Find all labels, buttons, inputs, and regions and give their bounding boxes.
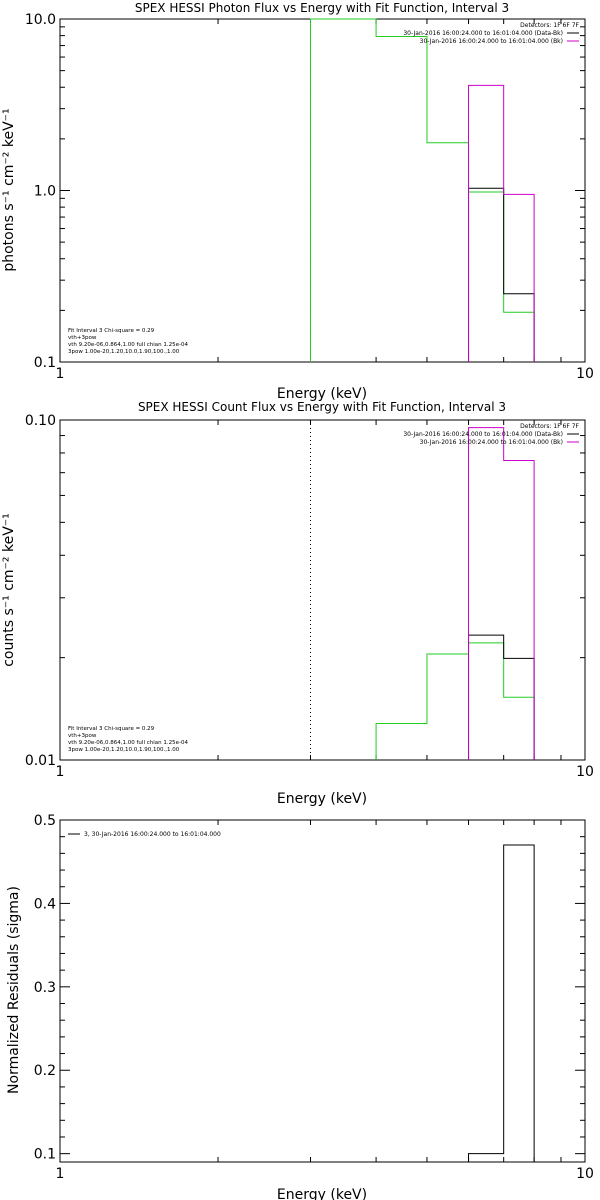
count-flux-fit-legend-label: vth+3pow xyxy=(68,733,97,739)
count-flux-axes-frame xyxy=(59,419,586,761)
photon-flux-xtick-label: 10 xyxy=(576,366,594,382)
residuals-legend-label: 3, 30-Jan-2016 16:00:24.000 to 16:01:04.… xyxy=(84,831,221,838)
residuals-ytick-label: 0.3 xyxy=(34,980,56,996)
photon-flux-xtick-label: 1 xyxy=(56,366,65,382)
count-flux-panel: SPEX HESSI Count Flux vs Energy with Fit… xyxy=(1,400,506,807)
photon-flux-fit-legend-label: vth 9.20e-06,0.864,1.00 full chian 1.25e… xyxy=(68,342,188,348)
count-flux-fit-legend-label: 3pow 1.00e-20,1.20,10.0,1.90,100.,1.00 xyxy=(68,747,180,753)
residuals-axes-frame xyxy=(59,819,586,1163)
photon-flux-fit-legend-label: vth+3pow xyxy=(68,335,97,341)
count-flux-ylabel: counts s⁻¹ cm⁻² keV⁻¹ xyxy=(1,513,17,667)
photon-flux-panel: SPEX HESSI Photon Flux vs Energy with Fi… xyxy=(1,1,509,402)
count-flux-fit-legend-label: Fit Interval 3 Chi-square = 0.29 xyxy=(68,726,155,732)
residuals-panel: Energy (keV) Normalized Residuals (sigma… xyxy=(6,886,367,1200)
photon-flux-ytick-label: 0.1 xyxy=(34,355,56,371)
residuals-xlabel: Energy (keV) xyxy=(277,1187,367,1200)
residuals-xtick-label: 1 xyxy=(56,1166,65,1182)
count-flux-detectors-label: Detectors: 1F 6F 7F xyxy=(520,423,579,430)
photon-flux-fit-legend-label: Fit Interval 3 Chi-square = 0.29 xyxy=(68,328,155,334)
photon-flux-ytick-label: 10.0 xyxy=(25,12,56,28)
photon-flux-top-legend-label: 30-Jan-2016 16:00:24.000 to 16:01:04.000… xyxy=(403,30,563,37)
count-flux-xlabel: Energy (keV) xyxy=(277,791,367,807)
photon-flux-ylabel: photons s⁻¹ cm⁻² keV⁻¹ xyxy=(1,108,17,271)
residuals-ytick-label: 0.5 xyxy=(34,813,56,829)
residuals-ytick-label: 0.2 xyxy=(34,1063,56,1079)
count-flux-xtick-label: 1 xyxy=(56,764,65,780)
photon-flux-series-2-step-line xyxy=(468,84,535,362)
count-flux-top-legend-label: 30-Jan-2016 16:00:24.000 to 16:01:04.000… xyxy=(403,431,563,438)
photon-flux-top-legend-label: 30-Jan-2016 16:00:24.000 to 16:01:04.000… xyxy=(420,38,563,45)
count-flux-fit-legend-label: vth 9.20e-06,0.864,1.00 full chian 1.25e… xyxy=(68,740,188,746)
residuals-xtick-label: 10 xyxy=(576,1166,594,1182)
residuals-plot: 1 10 0.5 0.4 0.3 0.2 0.1 3, 30-Jan-2016 16:00:2… xyxy=(34,813,594,1182)
count-flux-ytick-label: 0.01 xyxy=(25,753,56,769)
count-flux-top-legend-label: 30-Jan-2016 16:00:24.000 to 16:01:04.000… xyxy=(420,439,563,446)
photon-flux-fit-legend-label: 3pow 1.00e-20,1.20,10.0,1.90,100.,1.00 xyxy=(68,349,180,355)
photon-flux-ytick-label: 1.0 xyxy=(34,184,56,200)
photon-flux-series-0-step-line xyxy=(309,18,535,362)
residuals-ytick-label: 0.1 xyxy=(34,1147,56,1163)
count-flux-xtick-label: 10 xyxy=(576,764,594,780)
residuals-ylabel: Normalized Residuals (sigma) xyxy=(6,886,22,1094)
count-flux-series-2-step-line xyxy=(468,427,535,760)
count-flux-title: SPEX HESSI Count Flux vs Energy with Fit… xyxy=(138,400,506,414)
photon-flux-xlabel: Energy (keV) xyxy=(277,386,367,402)
photon-flux-detectors-label: Detectors: 1F 6F 7F xyxy=(520,22,579,29)
photon-flux-title: SPEX HESSI Photon Flux vs Energy with Fi… xyxy=(135,1,509,15)
residuals-ytick-label: 0.4 xyxy=(34,896,56,912)
residuals-series-0-step-line xyxy=(468,844,535,1162)
count-flux-ytick-label: 0.10 xyxy=(25,413,56,429)
